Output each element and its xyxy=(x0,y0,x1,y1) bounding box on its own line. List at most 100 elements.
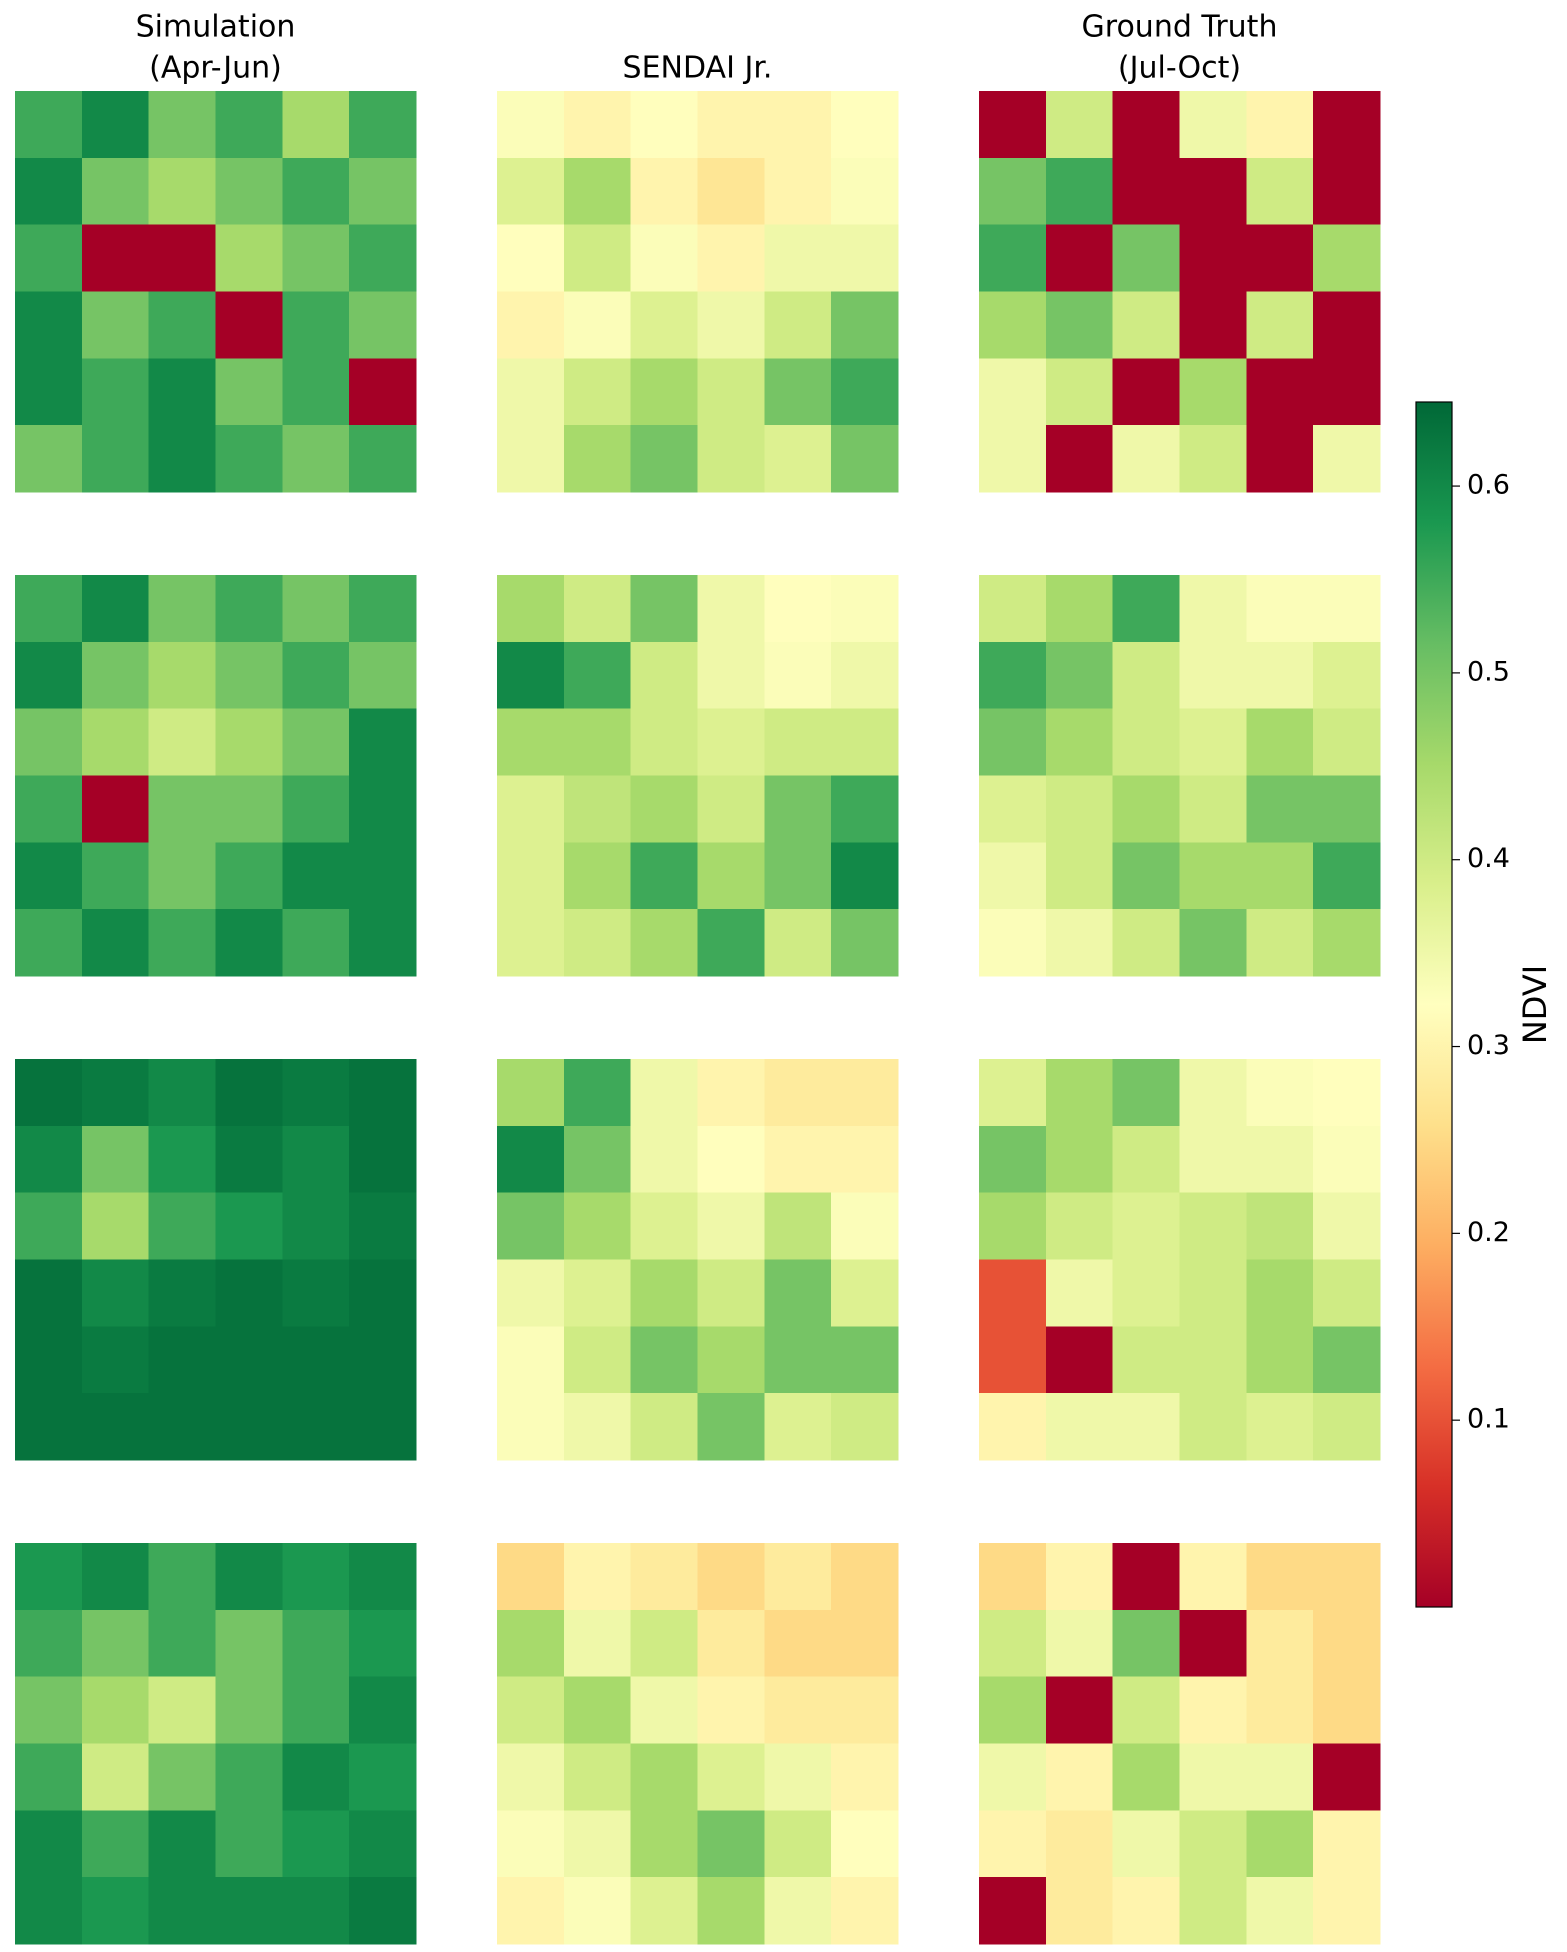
heatmap-cell xyxy=(15,1059,83,1127)
heatmap-cell xyxy=(1246,641,1314,710)
heatmap-cell xyxy=(630,708,699,777)
heatmap-cell xyxy=(1246,1393,1314,1461)
heatmap-cell xyxy=(215,1810,283,1878)
colorbar-tick-label: 0.6 xyxy=(1467,470,1510,501)
colorbar xyxy=(1415,401,1453,1608)
heatmap-cell xyxy=(1246,775,1314,843)
heatmap-cell xyxy=(1179,1059,1247,1127)
heatmap-cell xyxy=(1112,1810,1181,1878)
heatmap-cell xyxy=(497,1676,565,1745)
heatmap-cell xyxy=(148,842,217,910)
heatmap-cell xyxy=(282,1743,350,1811)
heatmap-cell xyxy=(1313,575,1381,643)
heatmap-cell xyxy=(1045,1877,1114,1945)
heatmap-cell xyxy=(282,775,350,843)
heatmap-cell xyxy=(630,1609,699,1678)
heatmap-cell xyxy=(1313,1393,1381,1461)
column-title: SENDAI Jr. xyxy=(623,51,773,86)
heatmap-cell xyxy=(979,1326,1047,1394)
heatmap-cell xyxy=(563,1810,632,1878)
heatmap-cell xyxy=(1313,708,1381,777)
heatmap-cell xyxy=(215,91,283,159)
heatmap-cell xyxy=(979,575,1047,643)
heatmap-cell xyxy=(1112,1259,1181,1327)
heatmap-cell xyxy=(697,1810,765,1878)
heatmap-cell xyxy=(831,425,899,493)
heatmap-cell xyxy=(148,291,217,359)
heatmap-cell xyxy=(497,575,565,643)
heatmap-cell xyxy=(1045,775,1114,843)
heatmap-cell xyxy=(563,1326,632,1394)
heatmap-cell xyxy=(831,291,899,359)
heatmap-cell xyxy=(282,1877,350,1945)
heatmap-cell xyxy=(1045,708,1114,777)
heatmap-cell xyxy=(215,1326,283,1394)
heatmap-cell xyxy=(282,1543,350,1611)
heatmap-cell xyxy=(831,1059,899,1127)
heatmap-cell xyxy=(979,1676,1047,1745)
colorbar-label: NDVI xyxy=(1516,965,1554,1044)
heatmap-cell xyxy=(764,1192,832,1261)
heatmap-cell xyxy=(282,1676,350,1745)
heatmap-cell xyxy=(1246,425,1314,493)
heatmap-cell xyxy=(15,157,83,226)
heatmap-cell xyxy=(497,1543,565,1611)
heatmap-cell xyxy=(697,91,765,159)
heatmap-cell xyxy=(15,1543,83,1611)
heatmap-cell xyxy=(831,358,899,426)
heatmap-cell xyxy=(1246,224,1314,293)
heatmap-cell xyxy=(1246,291,1314,359)
heatmap-cell xyxy=(215,575,283,643)
heatmap-cell xyxy=(215,358,283,426)
heatmap-cell xyxy=(497,641,565,710)
heatmap-cell xyxy=(1179,1192,1247,1261)
heatmap-cell xyxy=(349,1192,417,1261)
heatmap-cell xyxy=(349,1676,417,1745)
heatmap-cell xyxy=(764,641,832,710)
heatmap-panel xyxy=(979,575,1381,977)
heatmap-cell xyxy=(979,1810,1047,1878)
heatmap-cell xyxy=(1045,575,1114,643)
heatmap-cell xyxy=(764,909,832,977)
column-title: Simulation xyxy=(136,10,296,45)
heatmap-cell xyxy=(630,157,699,226)
heatmap-cell xyxy=(148,1059,217,1127)
heatmap-cell xyxy=(215,1743,283,1811)
heatmap-cell xyxy=(497,842,565,910)
heatmap-cell xyxy=(979,358,1047,426)
heatmap-cell xyxy=(831,842,899,910)
heatmap-cell xyxy=(1112,1543,1181,1611)
heatmap-cell xyxy=(979,1543,1047,1611)
heatmap-cell xyxy=(497,157,565,226)
heatmap-cell xyxy=(1112,1125,1181,1194)
heatmap-cell xyxy=(1313,1259,1381,1327)
heatmap-cell xyxy=(15,909,83,977)
heatmap-cell xyxy=(979,842,1047,910)
heatmap-cell xyxy=(563,775,632,843)
heatmap-cell xyxy=(563,1192,632,1261)
heatmap-cell xyxy=(697,775,765,843)
heatmap-cell xyxy=(148,708,217,777)
heatmap-cell xyxy=(1179,91,1247,159)
heatmap-cell xyxy=(563,1877,632,1945)
heatmap-cell xyxy=(630,1059,699,1127)
heatmap-cell xyxy=(215,1676,283,1745)
heatmap-cell xyxy=(349,1326,417,1394)
heatmap-cell xyxy=(215,1259,283,1327)
heatmap-cell xyxy=(349,157,417,226)
heatmap-cell xyxy=(1112,641,1181,710)
heatmap-cell xyxy=(697,1192,765,1261)
heatmap-cell xyxy=(1313,641,1381,710)
heatmap-cell xyxy=(1179,425,1247,493)
heatmap-cell xyxy=(1045,1543,1114,1611)
heatmap-cell xyxy=(1112,1743,1181,1811)
heatmap-cell xyxy=(979,1192,1047,1261)
heatmap-cell xyxy=(15,1125,83,1194)
heatmap-cell xyxy=(81,1810,150,1878)
heatmap-cell xyxy=(497,1125,565,1194)
heatmap-cell xyxy=(497,1743,565,1811)
heatmap-cell xyxy=(1246,1877,1314,1945)
heatmap-cell xyxy=(282,224,350,293)
column-title: Ground Truth xyxy=(1082,10,1278,45)
heatmap-cell xyxy=(831,1125,899,1194)
